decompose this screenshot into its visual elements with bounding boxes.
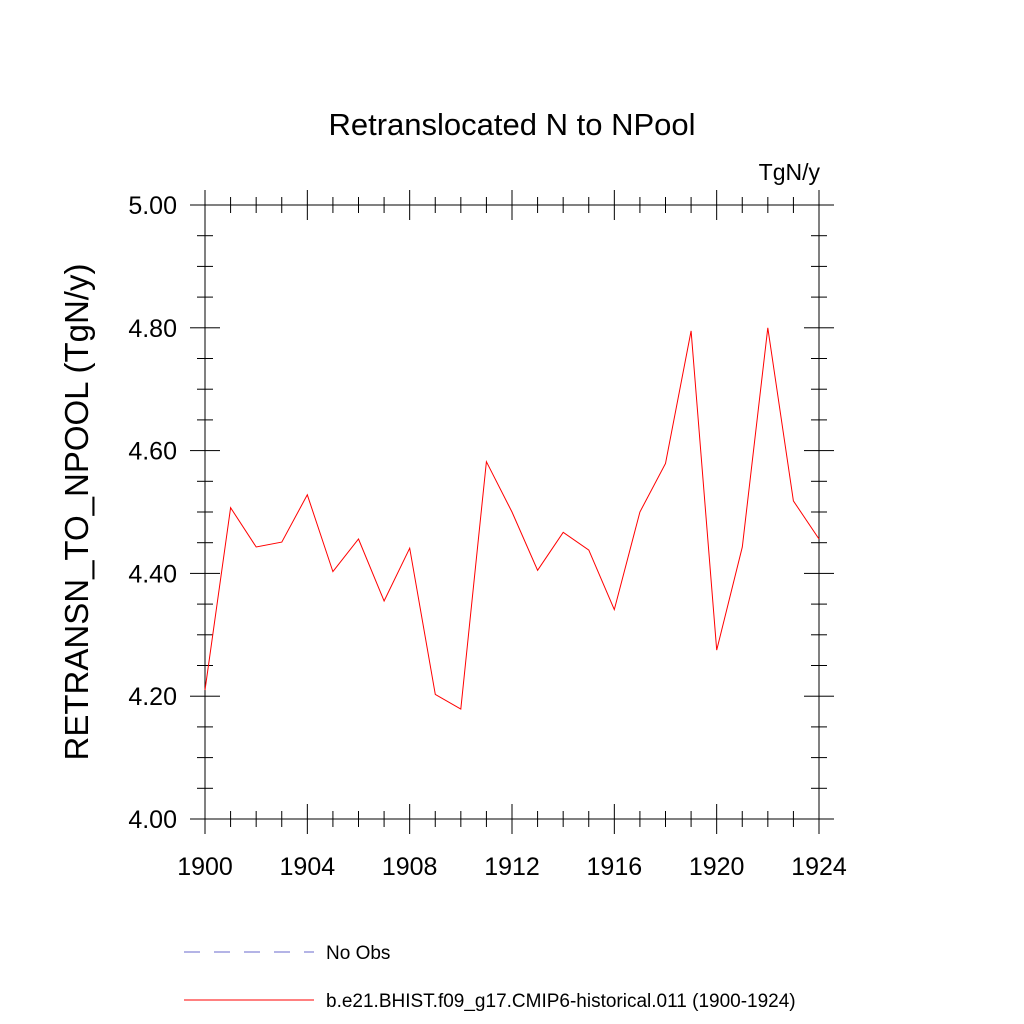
x-tick-label: 1908 [382,853,438,881]
x-tick-label: 1920 [689,853,745,881]
x-tick-label: 1916 [587,853,643,881]
tick-labels: 1900 1904 1908 1912 1916 1920 1924 4.00 4.20 4.40… [128,192,847,881]
series-line [204,327,820,710]
legend-label: b.e21.BHIST.f09_g17.CMIP6-historical.011… [326,991,796,1012]
legend: No Obs b.e21.BHIST.f09_g17.CMIP6-historic… [184,943,796,1012]
legend-label: No Obs [326,943,390,964]
y-tick-label: 4.60 [128,438,177,466]
axis-ticks [190,190,834,834]
x-tick-label: 1904 [280,853,336,881]
x-tick-label: 1900 [177,853,233,881]
y-tick-label: 4.40 [128,560,177,588]
y-tick-label: 4.00 [128,806,177,834]
y-tick-label: 5.00 [128,192,177,220]
series-lines [204,327,820,710]
y-tick-label: 4.80 [128,315,177,343]
chart-title: Retranslocated N to NPool [328,107,695,142]
x-tick-label: 1912 [484,853,540,881]
y-tick-label: 4.20 [128,683,177,711]
x-tick-label: 1924 [791,853,847,881]
y-axis-label: RETRANSN_TO_NPOOL (TgN/y) [58,264,95,761]
units-label: TgN/y [759,159,821,185]
